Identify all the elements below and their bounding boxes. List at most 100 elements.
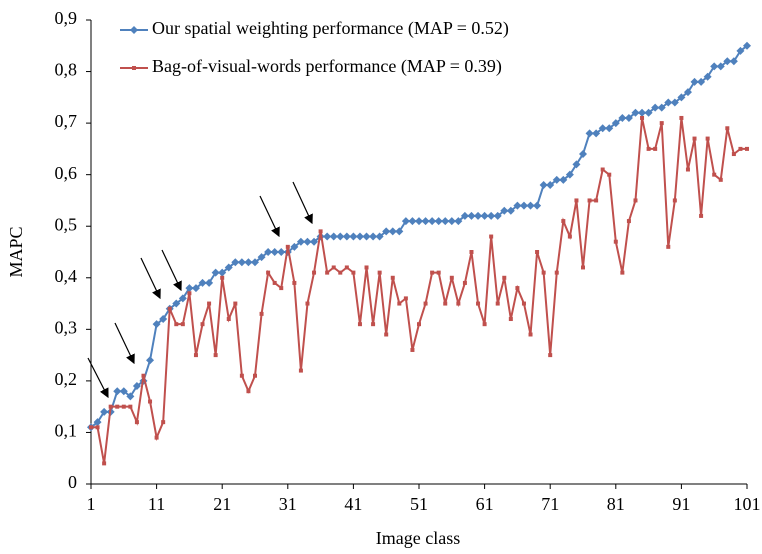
point xyxy=(565,170,574,179)
y-tick-label: 0,6 xyxy=(55,163,78,183)
point xyxy=(364,265,369,270)
point xyxy=(495,301,500,306)
x-tick-label: 31 xyxy=(279,494,297,514)
arrow xyxy=(161,249,182,292)
point xyxy=(480,211,489,220)
point xyxy=(546,180,555,189)
point xyxy=(191,284,200,293)
point xyxy=(618,113,627,122)
point xyxy=(626,219,631,224)
point xyxy=(500,206,509,215)
point xyxy=(239,373,244,378)
legend-item: Bag-of-visual-words performance (MAP = 0… xyxy=(120,56,502,77)
legend-label: Our spatial weighting performance (MAP =… xyxy=(152,18,509,39)
point xyxy=(738,146,743,151)
point xyxy=(561,219,566,224)
point xyxy=(395,227,404,236)
point xyxy=(703,72,712,81)
point xyxy=(690,77,699,86)
point xyxy=(167,306,172,311)
point xyxy=(417,322,421,327)
point xyxy=(312,270,317,275)
point xyxy=(559,175,568,184)
point xyxy=(193,353,198,358)
point xyxy=(607,172,612,177)
point xyxy=(613,239,618,244)
point xyxy=(113,387,122,396)
point xyxy=(161,420,166,425)
point xyxy=(233,301,238,306)
point xyxy=(119,387,128,396)
point xyxy=(375,232,384,241)
point xyxy=(421,217,430,226)
x-tick-label: 11 xyxy=(148,494,165,514)
point xyxy=(508,317,513,322)
legend-marker xyxy=(130,26,138,34)
point xyxy=(670,98,679,107)
point xyxy=(541,270,546,275)
series xyxy=(89,115,749,466)
point xyxy=(244,258,253,267)
point xyxy=(653,146,658,151)
point xyxy=(666,244,671,249)
point xyxy=(624,113,633,122)
point xyxy=(611,119,620,128)
point xyxy=(237,258,246,267)
point xyxy=(246,389,251,394)
point xyxy=(388,227,397,236)
point xyxy=(224,263,233,272)
point xyxy=(251,258,259,267)
point xyxy=(331,265,336,270)
point xyxy=(548,353,553,358)
point xyxy=(401,217,410,226)
point xyxy=(121,404,126,409)
point xyxy=(605,124,614,133)
point xyxy=(200,322,205,327)
point xyxy=(403,296,408,301)
x-tick-label: 1 xyxy=(87,494,96,514)
point xyxy=(279,286,284,291)
point xyxy=(134,420,139,425)
point xyxy=(506,206,515,215)
arrows xyxy=(87,181,313,399)
point xyxy=(390,275,395,280)
point xyxy=(257,253,266,262)
point xyxy=(298,368,303,373)
point xyxy=(467,211,476,220)
point xyxy=(474,211,483,220)
point xyxy=(397,301,402,306)
point xyxy=(410,347,415,352)
y-axis-label: MAPC xyxy=(6,226,26,277)
point xyxy=(679,115,684,120)
point xyxy=(264,248,273,256)
y-tick-label: 0,3 xyxy=(55,317,78,337)
point xyxy=(731,152,736,157)
point xyxy=(178,294,187,303)
point xyxy=(159,315,168,324)
point xyxy=(357,322,362,327)
point xyxy=(716,62,725,71)
point xyxy=(95,425,100,430)
point xyxy=(377,270,382,275)
point xyxy=(180,322,185,327)
point xyxy=(369,232,378,241)
point xyxy=(185,284,194,293)
point xyxy=(692,136,697,141)
point xyxy=(697,77,706,86)
point xyxy=(126,392,135,401)
point xyxy=(338,270,343,275)
point xyxy=(493,211,502,220)
point xyxy=(270,248,279,256)
y-tick-label: 0,8 xyxy=(55,60,78,80)
y-tick-label: 0,9 xyxy=(55,8,78,28)
point xyxy=(718,177,723,182)
point xyxy=(310,237,319,246)
point xyxy=(146,356,155,365)
point xyxy=(638,108,647,117)
point xyxy=(581,265,585,270)
point xyxy=(515,286,520,291)
point xyxy=(428,217,437,226)
point xyxy=(502,275,507,280)
x-tick-label: 51 xyxy=(410,494,428,514)
point xyxy=(207,301,212,306)
